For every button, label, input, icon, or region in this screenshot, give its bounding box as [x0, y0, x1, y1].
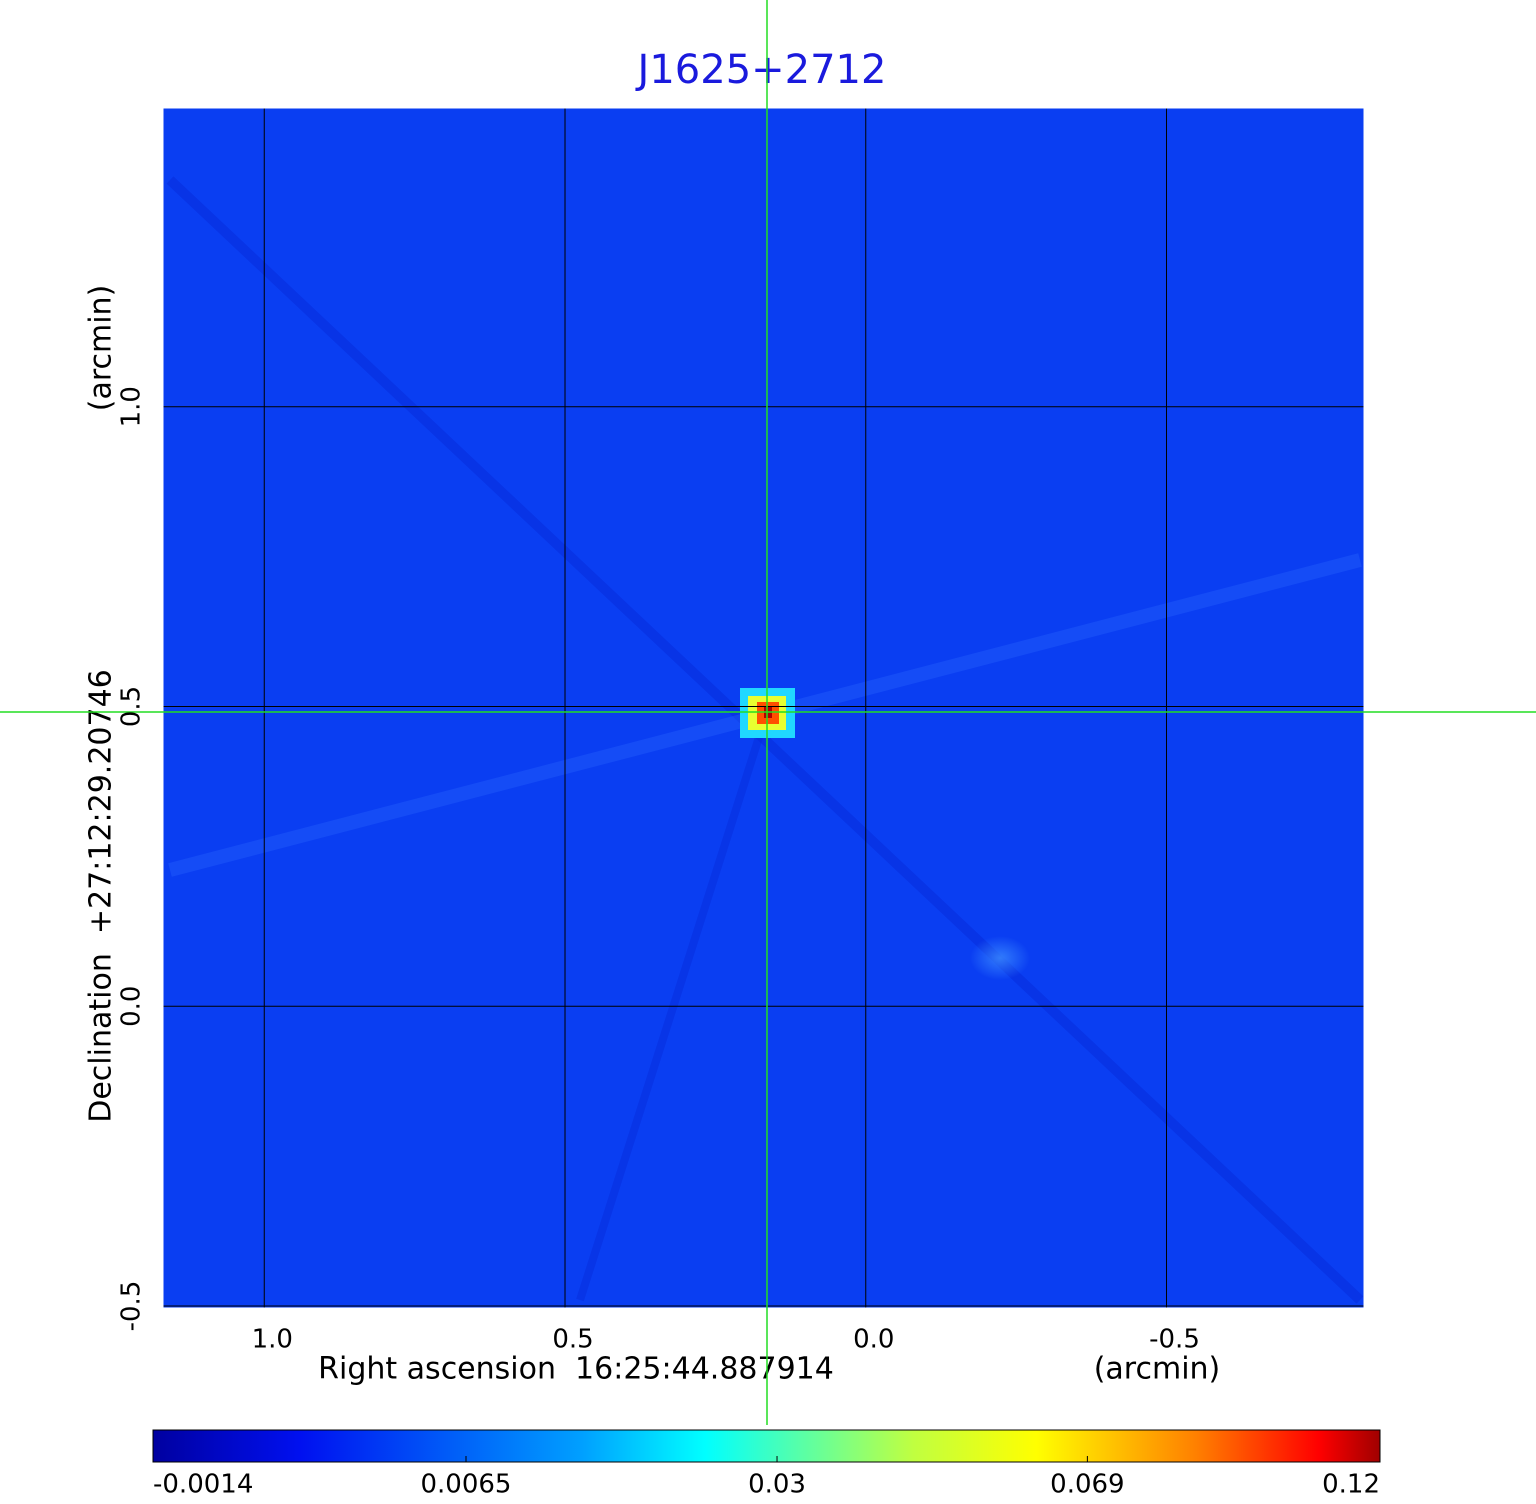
y-axis-label: Declination +27:12:29.20746 [84, 669, 119, 1123]
y-tick-label: 1.0 [117, 386, 147, 427]
colorbar-tick-label: 0.0065 [421, 1470, 512, 1500]
x-tick-label: 0.5 [552, 1325, 593, 1355]
x-tick-label: 1.0 [252, 1325, 293, 1355]
colorbar [152, 1429, 1381, 1463]
streak [166, 176, 1364, 1304]
y-tick-label: 0.5 [117, 686, 147, 727]
x-axis-unit: (arcmin) [1094, 1352, 1221, 1387]
colorbar-tick-label: 0.12 [1322, 1470, 1380, 1500]
x-axis-label: Right ascension 16:25:44.887914 [318, 1352, 834, 1387]
y-tick-label: 0.0 [117, 986, 147, 1027]
x-tick-label: 0.0 [853, 1325, 894, 1355]
x-tick-label: -0.5 [1149, 1325, 1200, 1355]
colorbar-tick-label: 0.069 [1050, 1470, 1124, 1500]
image-plot [162, 107, 1365, 1309]
y-axis-unit: (arcmin) [84, 285, 119, 412]
plot-frame [160, 105, 1367, 1311]
faint-source [970, 936, 1030, 980]
y-tick-label: -0.5 [117, 1281, 147, 1332]
chart-title: J1625+2712 [635, 47, 887, 93]
colorbar-tick-label: 0.03 [748, 1470, 806, 1500]
colorbar-tick-label: -0.0014 [153, 1470, 253, 1500]
